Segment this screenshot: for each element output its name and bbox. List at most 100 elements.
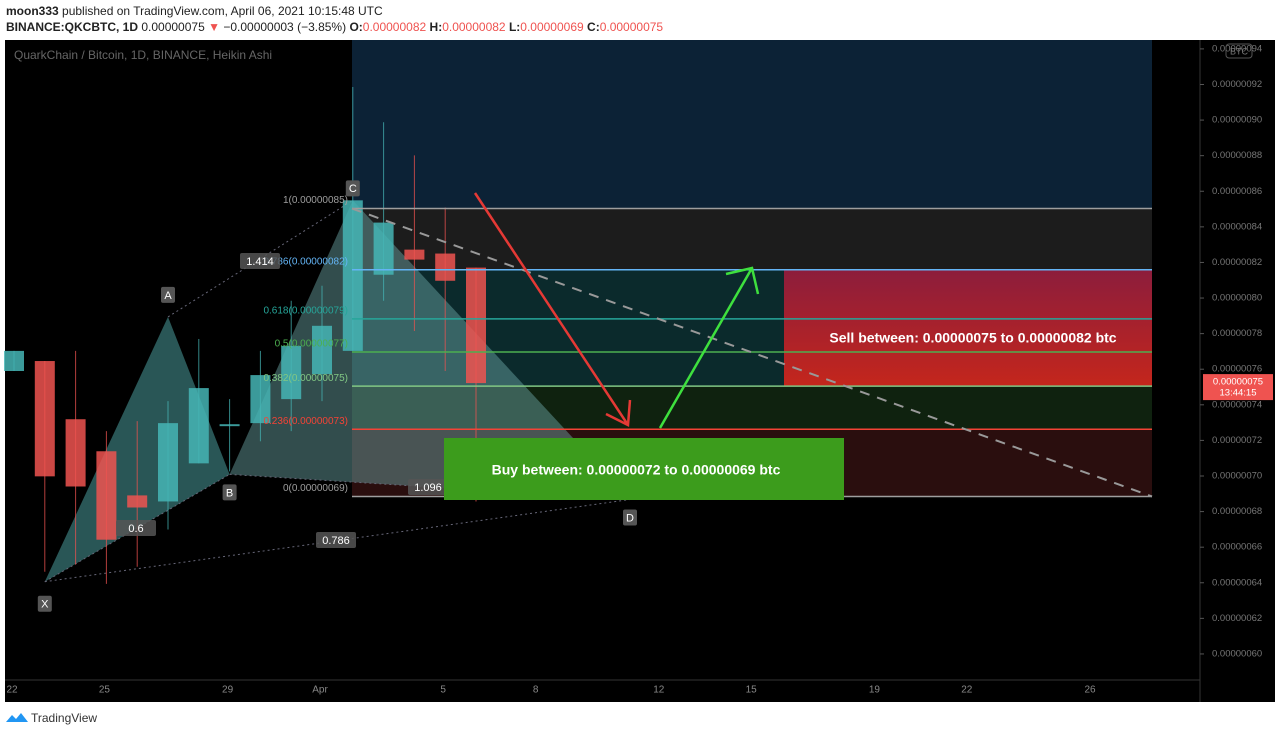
zone: [352, 386, 1152, 430]
zone: [352, 208, 1152, 270]
y-tick-label: 0.00000094: [1212, 43, 1262, 54]
candle-body: [466, 267, 486, 384]
arrow: [473, 192, 632, 427]
ratio-label: 0.786: [322, 535, 350, 547]
y-tick-label: 0.00000064: [1212, 577, 1262, 588]
point-box: [623, 509, 637, 526]
buy-box: [444, 438, 844, 500]
x-tick-label: 22: [6, 685, 18, 696]
symbol: BINANCE:QKCBTC, 1D: [6, 20, 138, 34]
y-tick-label: 0.00000090: [1212, 115, 1262, 126]
ohlc: O:0.00000082 H:0.00000082 L:0.00000069 C…: [349, 20, 663, 34]
y-tick-label: 0.00000088: [1212, 150, 1262, 161]
y-tick-label: 0.00000072: [1212, 435, 1262, 446]
point-box: [345, 180, 360, 197]
ohlc-value: 0.00000075: [599, 20, 664, 34]
x-tick-label: 19: [869, 685, 881, 696]
y-tick-label: 0.00000086: [1212, 186, 1262, 197]
y-tick-label: 0.00000084: [1212, 221, 1262, 232]
point-box: [37, 595, 52, 612]
plot: 0.00000060 0.00000062 0.00000064 0.00000066…: [4, 43, 1273, 696]
zone: [352, 40, 1152, 209]
candle-body: [404, 249, 425, 260]
point-box: [222, 484, 237, 501]
candle-body: [250, 375, 271, 424]
candle-body: [34, 361, 55, 477]
sell-text: Sell between: 0.00000075 to 0.00000082 b…: [829, 330, 1116, 346]
candle-body: [342, 200, 363, 351]
y-tick-label: 0.00000076: [1212, 364, 1262, 375]
point-label: D: [626, 512, 634, 524]
candle-body: [373, 222, 394, 275]
last-price: 0.00000075: [1213, 377, 1263, 388]
candle-body: [219, 424, 240, 427]
y-tick-label: 0.00000060: [1212, 648, 1262, 659]
x-tick-label: 22: [961, 685, 973, 696]
ohlc-key: H:: [429, 20, 443, 34]
y-tick-label: 0.00000062: [1212, 613, 1262, 624]
pattern-leg: [229, 200, 630, 500]
candle-body: [188, 388, 209, 464]
published: published on TradingView.com, April 06, …: [62, 4, 383, 18]
candle-body: [96, 451, 117, 540]
x-tick-label: 8: [533, 685, 539, 696]
x-tick-label: Apr: [312, 685, 328, 696]
sell-zone: [784, 269, 1152, 387]
y-tick-label: 0.00000066: [1212, 542, 1262, 553]
y-unit: BTC: [1230, 46, 1249, 56]
x-tick-label: 12: [653, 685, 665, 696]
candle-body: [158, 423, 178, 502]
candle-body: [312, 325, 332, 375]
trend-line: [351, 207, 1153, 498]
ohlc-value: 0.00000082: [442, 20, 506, 34]
header-line: moon333 published on TradingView.com, Ap…: [6, 4, 383, 18]
fib-label: 0.5(0.00000077): [275, 339, 348, 350]
x-tick-label: 29: [222, 685, 234, 696]
change: −0.00000003 (−3.85%): [223, 20, 347, 34]
ohlc-value: 0.00000082: [362, 20, 427, 34]
arrow: [658, 266, 760, 429]
zone: [352, 269, 784, 387]
fib-label: 0.382(0.00000075): [263, 373, 348, 384]
ratio-box: [116, 520, 156, 536]
candle-body: [65, 419, 86, 487]
point-label: X: [41, 599, 49, 611]
ohlc-key: O:: [349, 20, 363, 34]
fib-label: 0.236(0.00000073): [263, 416, 348, 427]
point-label: C: [349, 183, 357, 195]
chart-title: QuarkChain / Bitcoin, 1D, BINANCE, Heiki…: [14, 48, 272, 62]
y-tick-label: 0.00000082: [1212, 257, 1262, 268]
countdown: 13:44:15: [1220, 388, 1257, 399]
pattern-dotted: [167, 199, 354, 318]
ohlc-key: C:: [587, 20, 600, 34]
ratio-label: 0.6: [128, 523, 143, 535]
point-label: A: [164, 290, 172, 302]
price: 0.00000075: [141, 20, 205, 34]
ratio-box: [240, 253, 280, 269]
x-tick-label: 15: [746, 685, 758, 696]
candle-body: [281, 345, 302, 400]
y-tick-label: 0.00000074: [1212, 399, 1262, 410]
buy-text: Buy between: 0.00000072 to 0.00000069 bt…: [492, 462, 781, 478]
unit-box: [1225, 43, 1253, 59]
fib-label: 1(0.00000085): [283, 195, 348, 206]
ohlc-key: L:: [508, 20, 521, 34]
ratio-label: 1.414: [246, 256, 274, 268]
author: moon333: [6, 4, 59, 18]
y-tick-label: 0.00000092: [1212, 79, 1262, 90]
last-price-box: [1203, 374, 1273, 401]
candle-body: [127, 495, 148, 508]
fib-label: 0.786(0.00000082): [263, 256, 348, 267]
ratio-box: [316, 532, 356, 548]
y-tick-label: 0.00000068: [1212, 506, 1262, 517]
ratio-label: 1.096: [414, 482, 442, 494]
fib-label: 0(0.00000069): [283, 483, 348, 494]
x-tick-label: 26: [1084, 685, 1096, 696]
y-tick-label: 0.00000080: [1212, 293, 1262, 304]
candle-body: [4, 350, 24, 371]
point-label: B: [226, 487, 233, 499]
candle-body: [435, 253, 456, 281]
x-tick-label: 5: [440, 685, 446, 696]
